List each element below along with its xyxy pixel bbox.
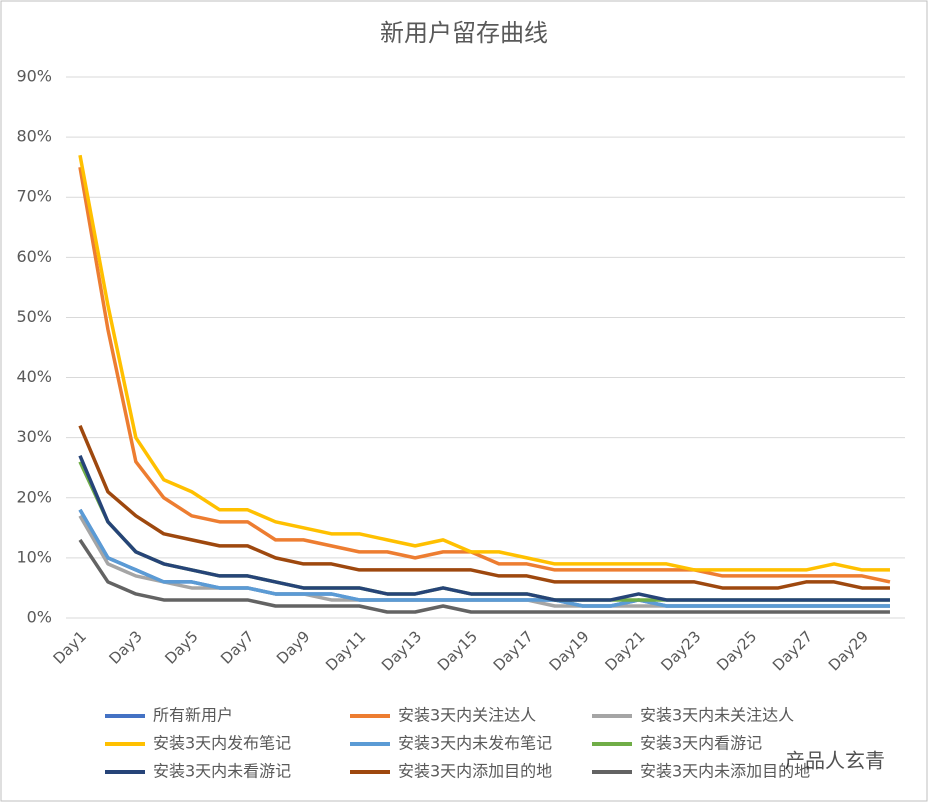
series-line <box>78 538 890 614</box>
y-tick-label: 50% <box>16 307 52 326</box>
y-tick-label: 30% <box>16 427 52 446</box>
watermark: 产品人玄青 <box>785 749 885 773</box>
legend-label: 安装3天内未看游记 <box>153 762 291 781</box>
legend-label: 安装3天内未关注达人 <box>640 706 794 725</box>
y-tick-label: 40% <box>16 367 52 386</box>
y-tick-label: 80% <box>16 127 52 146</box>
series-line <box>78 154 890 572</box>
y-tick-label: 0% <box>27 608 52 627</box>
legend-label: 安装3天内看游记 <box>640 734 762 753</box>
series-line <box>78 455 890 602</box>
legend-label: 所有新用户 <box>153 706 233 725</box>
legend-label: 安装3天内发布笔记 <box>153 734 291 753</box>
chart-title: 新用户留存曲线 <box>380 19 548 47</box>
series-line <box>78 166 891 584</box>
y-tick-label: 70% <box>16 187 52 206</box>
series-line <box>78 424 890 590</box>
legend-label: 安装3天内关注达人 <box>398 706 536 725</box>
y-tick-label: 60% <box>16 247 52 266</box>
series-line <box>78 508 890 608</box>
y-tick-label: 20% <box>16 487 52 506</box>
legend-label: 安装3天内添加目的地 <box>398 762 552 781</box>
legend-label: 安装3天内未发布笔记 <box>398 734 552 753</box>
y-tick-label: 10% <box>16 547 52 566</box>
y-tick-label: 90% <box>16 67 52 86</box>
legend-label: 安装3天内未添加目的地 <box>640 762 810 781</box>
